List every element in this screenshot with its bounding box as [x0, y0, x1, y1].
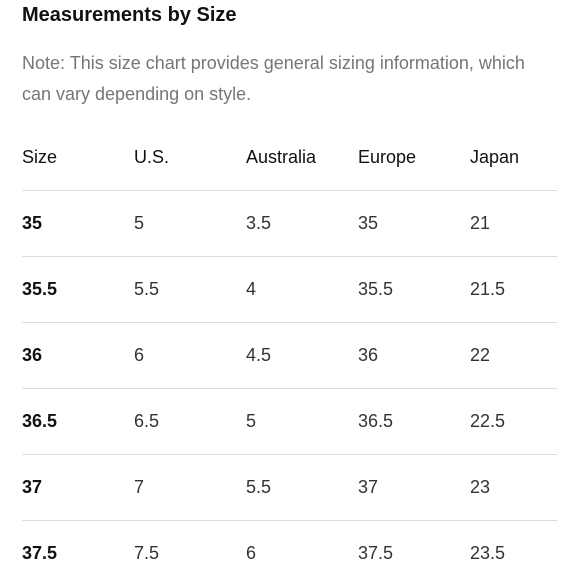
cell-us: 6	[134, 322, 246, 389]
cell-japan: 23	[470, 454, 557, 521]
cell-australia: 5.5	[246, 454, 358, 521]
cell-europe: 35	[358, 190, 470, 257]
size-table: Size U.S. Australia Europe Japan 35 5 3.…	[22, 125, 557, 580]
cell-europe: 37.5	[358, 520, 470, 580]
table-row: 37.5 7.5 6 37.5 23.5	[22, 520, 557, 580]
header-europe: Europe	[358, 125, 470, 191]
header-size: Size	[22, 125, 134, 191]
cell-us: 5.5	[134, 256, 246, 323]
cell-us: 7	[134, 454, 246, 521]
header-australia: Australia	[246, 125, 358, 191]
cell-japan: 21.5	[470, 256, 557, 323]
cell-europe: 37	[358, 454, 470, 521]
header-us: U.S.	[134, 125, 246, 191]
cell-size: 37	[22, 454, 134, 521]
cell-size: 36	[22, 322, 134, 389]
table-header-row: Size U.S. Australia Europe Japan	[22, 125, 557, 191]
cell-europe: 35.5	[358, 256, 470, 323]
cell-australia: 6	[246, 520, 358, 580]
size-chart-note: Note: This size chart provides general s…	[22, 53, 525, 104]
cell-europe: 36	[358, 322, 470, 389]
cell-japan: 22	[470, 322, 557, 389]
cell-australia: 4.5	[246, 322, 358, 389]
header-japan: Japan	[470, 125, 557, 191]
cell-japan: 22.5	[470, 388, 557, 455]
cell-us: 7.5	[134, 520, 246, 580]
cell-size: 35.5	[22, 256, 134, 323]
table-row: 36 6 4.5 36 22	[22, 322, 557, 389]
table-row: 36.5 6.5 5 36.5 22.5	[22, 388, 557, 455]
table-row: 35.5 5.5 4 35.5 21.5	[22, 256, 557, 323]
table-row: 35 5 3.5 35 21	[22, 190, 557, 257]
cell-japan: 21	[470, 190, 557, 257]
table-row: 37 7 5.5 37 23	[22, 454, 557, 521]
cell-size: 36.5	[22, 388, 134, 455]
cell-size: 35	[22, 190, 134, 257]
cell-japan: 23.5	[470, 520, 557, 580]
cell-australia: 4	[246, 256, 358, 323]
cell-australia: 5	[246, 388, 358, 455]
cell-australia: 3.5	[246, 190, 358, 257]
cell-europe: 36.5	[358, 388, 470, 455]
page-title: Measurements by Size	[22, 4, 237, 26]
cell-size: 37.5	[22, 520, 134, 580]
cell-us: 6.5	[134, 388, 246, 455]
cell-us: 5	[134, 190, 246, 257]
